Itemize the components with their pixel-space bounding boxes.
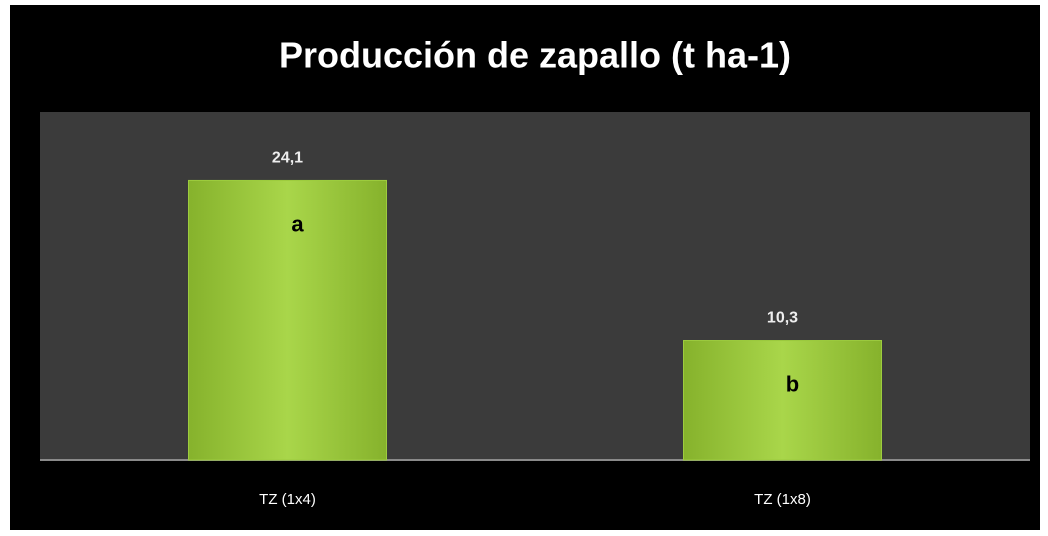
annotation: b	[786, 371, 799, 396]
bar	[683, 340, 882, 461]
chart-title: Producción de zapallo (t ha-1)	[279, 35, 791, 76]
annotation: a	[291, 211, 304, 236]
value-label: 10,3	[767, 310, 798, 327]
x-tick-label: TZ (1x4)	[259, 491, 316, 508]
value-label: 24,1	[272, 150, 303, 167]
bar	[188, 179, 387, 461]
x-tick-label: TZ (1x8)	[754, 491, 811, 508]
